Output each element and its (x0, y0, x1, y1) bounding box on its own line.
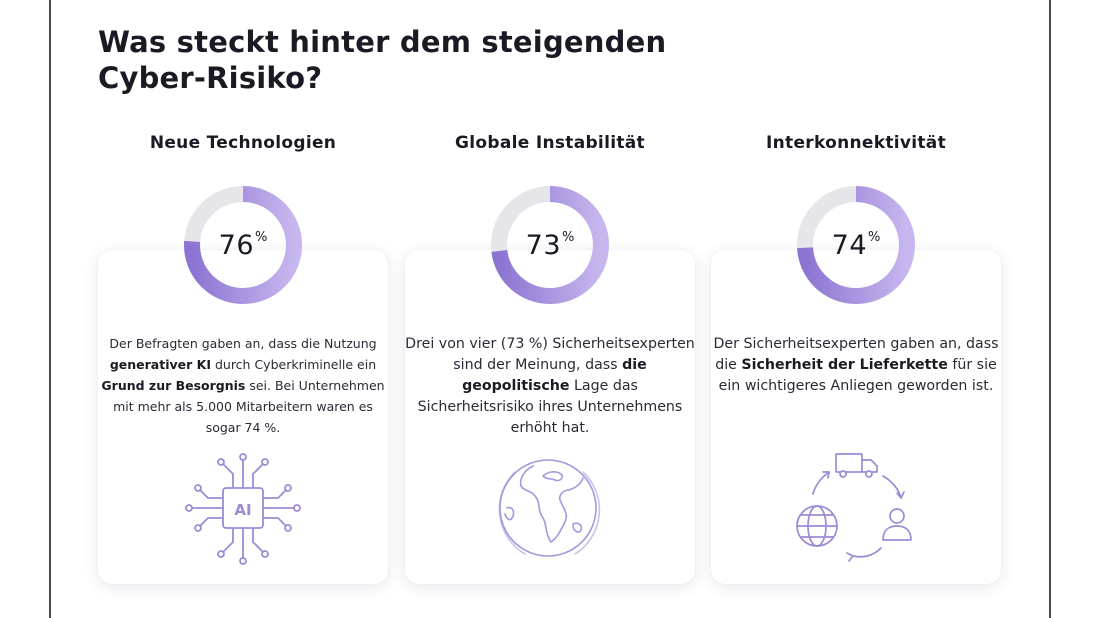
donut-chart: 76% (183, 185, 303, 305)
column-heading: Interkonnektivität (765, 133, 947, 153)
person-icon (882, 508, 912, 541)
column-heading: Globale Instabilität (455, 133, 645, 153)
page-border-left (49, 0, 51, 618)
globe-icon (485, 450, 615, 570)
donut-ring (491, 186, 609, 304)
donut-chart: 74% (796, 185, 916, 305)
column-heading: Neue Technologien (149, 133, 337, 153)
truck-icon (835, 453, 878, 478)
stat-card (711, 250, 1001, 584)
donut-value-arc (184, 186, 302, 304)
ai-chip-icon: AI (178, 450, 308, 570)
percent-value: 76% (218, 229, 268, 261)
supply-chain-cycle-icon (791, 450, 921, 570)
ai-chip-label: AI (234, 501, 251, 519)
donut-ring (797, 186, 915, 304)
stat-card (405, 250, 695, 584)
donut-value-arc (491, 186, 609, 304)
page-border-right (1049, 0, 1051, 618)
donut-value-arc (797, 186, 915, 304)
donut-ring (184, 186, 302, 304)
percent-value: 73% (525, 229, 575, 261)
stat-description: Drei von vier (73 %) Sicherheitsexperten… (405, 336, 695, 437)
stat-description: Der Sicherheitsexperten gaben an, dass d… (713, 336, 999, 395)
stat-description: Der Befragten gaben an, dass die Nutzung… (101, 335, 385, 435)
percent-value: 74% (831, 229, 881, 261)
page-title: Was steckt hinter dem steigenden Cyber-R… (98, 25, 667, 95)
globe-small-icon (796, 505, 838, 547)
donut-chart: 73% (490, 185, 610, 305)
